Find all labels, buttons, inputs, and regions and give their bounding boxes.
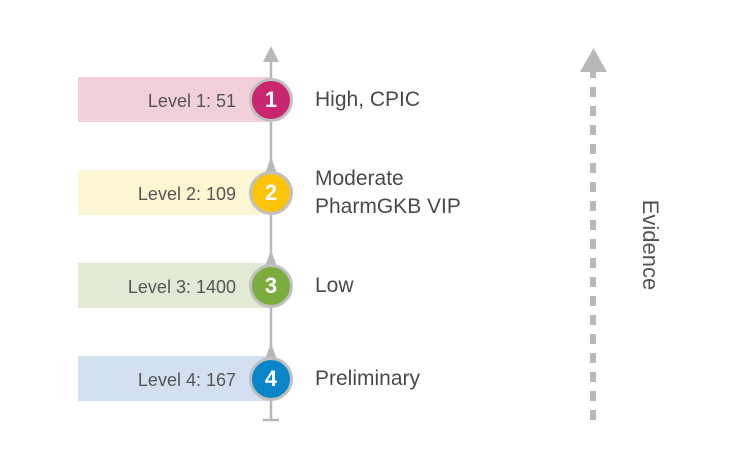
evidence-axis-label: Evidence [638,199,663,291]
level-count-label: Level 4: 167 [137,370,236,390]
level-description-line: Low [315,274,354,297]
level-number: 4 [264,366,278,391]
level-badge-circle [249,357,293,401]
level-bar [78,356,271,401]
level-number: 1 [264,87,278,112]
level-bar [78,263,271,308]
axis-arrowhead-icon [263,46,279,62]
level-description: Low [315,272,354,300]
level-number: 2 [264,180,278,205]
level-count-label: Level 1: 51 [147,91,236,111]
level-description-line: Moderate [315,167,404,190]
level-bar [78,170,271,215]
level-description: Moderate PharmGKB VIP [315,165,461,221]
level-count-label: Level 2: 109 [137,184,236,204]
level-badge-circle [249,171,293,215]
level-description: High, CPIC [315,86,420,114]
level-badge-circle [249,78,293,122]
level-description: Preliminary [315,365,420,393]
level-description-line: High, CPIC [315,88,421,111]
level-badge-circle [249,264,293,308]
level-description-line: PharmGKB VIP [315,195,461,218]
evidence-arrowhead-icon [580,48,607,72]
level-description-line: Preliminary [315,367,421,390]
level-bar [78,77,271,122]
level-number: 3 [264,273,278,298]
level-count-label: Level 3: 1400 [127,277,236,297]
